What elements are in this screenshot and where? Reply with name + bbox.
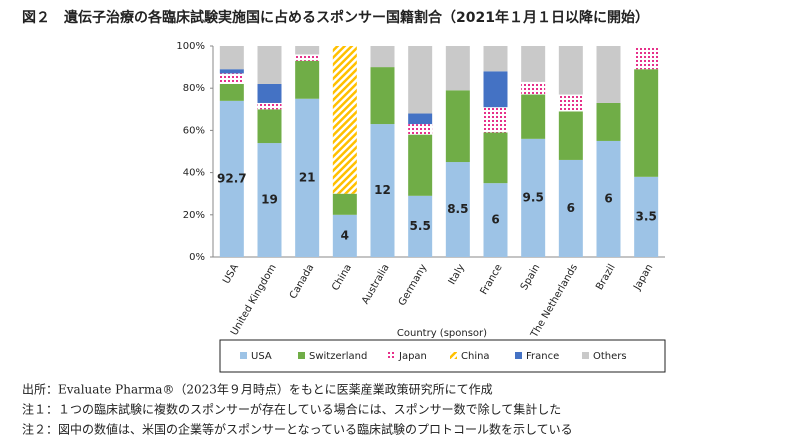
x-tick-label: France: [479, 263, 505, 297]
legend-swatch: [582, 352, 589, 359]
bar-segment: [558, 111, 583, 160]
bar-segment: [408, 124, 433, 135]
bar-segment: [295, 46, 320, 55]
x-tick-label: USA: [221, 262, 241, 286]
x-tick-label: Spain: [519, 263, 543, 293]
legend-swatch: [450, 352, 457, 359]
bar-segment: [332, 214, 357, 257]
bar-segment: [408, 134, 433, 196]
bar-segment: [219, 100, 244, 257]
legend-box: [219, 339, 666, 373]
bar-segment: [257, 83, 282, 103]
bar-segment: [370, 46, 395, 68]
note: 出所：Evaluate Pharma®（2023年９月時点）をもとに医薬産業政策…: [22, 382, 493, 397]
bar-segment: [558, 94, 583, 112]
x-tick-label: Italy: [447, 262, 467, 286]
value-label: 9.5: [523, 190, 544, 204]
bar-segment: [219, 83, 244, 101]
note: 注２：図中の数値は、米国の企業等がスポンサーとなっている臨床試験のプロトコール数…: [22, 422, 573, 437]
bar-segment: [295, 54, 320, 61]
bar-segment: [521, 81, 546, 95]
chart-title: 図２ 遺伝子治療の各臨床試験実施国に占めるスポンサー国籍割合（2021年１月１日…: [22, 9, 649, 26]
value-label: 6: [567, 201, 575, 215]
legend-swatch: [240, 352, 247, 359]
bar-segment: [483, 132, 508, 184]
y-tick-label: 100%: [176, 41, 205, 52]
legend-title: Country (sponsor): [397, 328, 487, 339]
bar-segment: [295, 98, 320, 257]
bar-segment: [445, 46, 470, 91]
legend-label: Others: [593, 351, 627, 362]
x-tick-label: Germany: [397, 262, 430, 307]
legend-swatch: [515, 352, 522, 359]
y-tick-label: 80%: [183, 83, 205, 94]
bar-segment: [332, 46, 357, 194]
bar-segment: [596, 46, 621, 103]
bar-segment: [445, 90, 470, 163]
legend-swatch: [298, 352, 305, 359]
x-tick-label: China: [330, 263, 354, 293]
value-label: 92.7: [217, 171, 247, 185]
bar-segment: [483, 183, 508, 257]
note: 注１：１つの臨床試験に複数のスポンサーが存在している場合には、スポンサー数で除し…: [22, 402, 561, 417]
bar-segment: [370, 124, 395, 257]
x-tick-label: Canada: [288, 263, 317, 301]
legend-swatch: [388, 352, 395, 359]
bar-segment: [408, 113, 433, 125]
bar-segment: [219, 69, 244, 74]
bar-segment: [483, 46, 508, 72]
bar-segment: [521, 46, 546, 82]
legend-label: Japan: [398, 351, 427, 362]
bar-segment: [596, 102, 621, 141]
x-tick-label: Japan: [631, 263, 655, 294]
value-label: 5.5: [410, 219, 431, 233]
bar-segment: [483, 107, 508, 133]
bar-segment: [370, 67, 395, 125]
legend-label: USA: [251, 351, 272, 362]
legend-label: China: [461, 351, 490, 362]
legend-label: Switzerland: [309, 351, 367, 362]
bar-segment: [634, 46, 659, 70]
value-label: 19: [261, 193, 278, 207]
bar-segment: [521, 94, 546, 139]
bar-segment: [558, 159, 583, 257]
bar-segment: [257, 46, 282, 84]
value-label: 4: [341, 228, 349, 242]
bar-segment: [483, 71, 508, 108]
bar-segment: [634, 69, 659, 177]
bar-segment: [596, 140, 621, 257]
bar-segment: [332, 193, 357, 215]
value-label: 21: [299, 170, 316, 184]
bar-segment: [445, 162, 470, 257]
bar-segment: [295, 60, 320, 99]
bar-segment: [257, 109, 282, 144]
bar-segment: [408, 195, 433, 257]
bar-segment: [521, 138, 546, 257]
y-tick-label: 20%: [183, 210, 205, 221]
y-tick-label: 40%: [183, 168, 205, 179]
x-tick-label: Brazil: [594, 263, 617, 293]
value-label: 6: [604, 191, 612, 205]
x-tick-label: Australia: [360, 263, 392, 307]
bar-segment: [219, 46, 244, 70]
y-tick-label: 60%: [183, 125, 205, 136]
bar-segment: [257, 102, 282, 110]
legend-label: France: [526, 351, 559, 362]
bar-segment: [408, 46, 433, 114]
bar-segment: [219, 73, 244, 84]
bar-segment: [634, 176, 659, 257]
value-label: 8.5: [447, 202, 468, 216]
value-label: 6: [491, 213, 499, 227]
value-label: 3.5: [636, 209, 657, 223]
bar-segment: [257, 143, 282, 257]
bar-segment: [558, 46, 583, 95]
value-label: 12: [374, 183, 391, 197]
y-tick-label: 0%: [189, 252, 205, 263]
